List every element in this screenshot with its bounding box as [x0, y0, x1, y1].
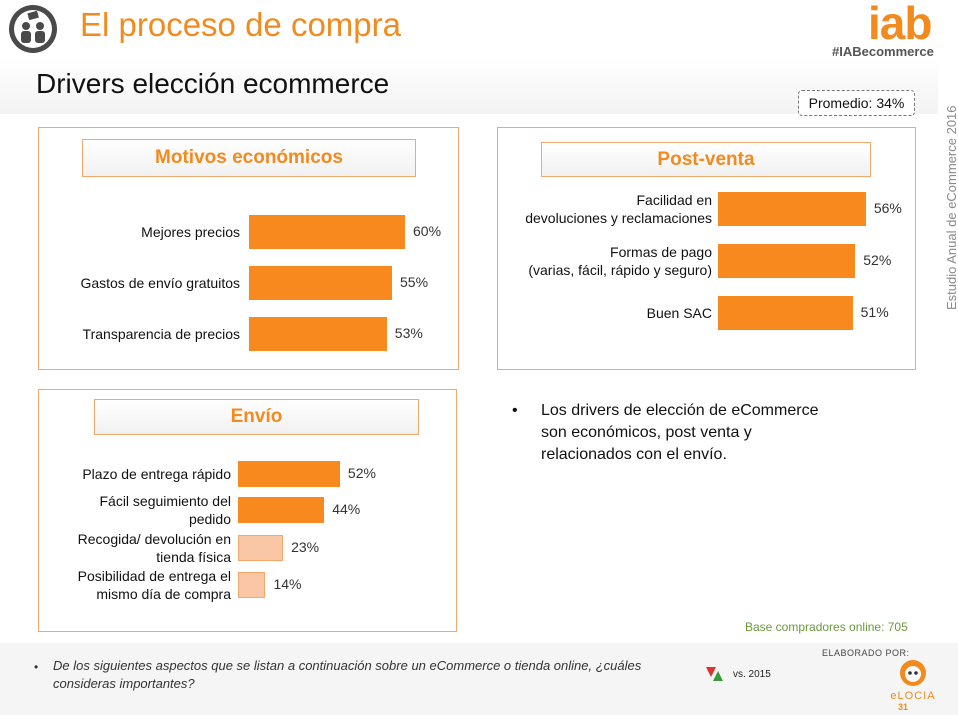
category-label: Buen SAC — [646, 305, 712, 321]
bar — [249, 266, 392, 300]
subtitle-band — [0, 57, 938, 114]
survey-question: De los siguientes aspectos que se listan… — [53, 658, 642, 691]
elocia-logo-icon — [900, 660, 926, 686]
bar — [249, 317, 387, 351]
category-label: Formas de pago (varias, fácil, rápido y … — [528, 244, 712, 278]
average-badge: Promedio: 34% — [798, 90, 915, 116]
bar — [718, 192, 866, 226]
iab-logo: iab — [868, 0, 932, 49]
bar — [249, 215, 405, 249]
value-label: 23% — [291, 539, 320, 555]
base-note: Base compradores online: 705 — [745, 620, 908, 634]
bar — [238, 497, 325, 523]
bar — [238, 461, 340, 487]
question-bullet: • — [34, 660, 39, 674]
bullet-dot: • — [512, 402, 518, 419]
bar — [238, 572, 266, 598]
value-label: 14% — [273, 576, 302, 592]
category-label: Facilidad en devoluciones y reclamacione… — [525, 192, 712, 226]
bar — [238, 535, 284, 561]
bar — [718, 296, 853, 330]
elaborado-label: ELABORADO POR: — [822, 648, 910, 658]
panel-title-envio: Envío — [94, 399, 419, 435]
value-label: 56% — [873, 200, 902, 216]
value-label: 44% — [332, 501, 361, 517]
page-title: El proceso de compra — [80, 6, 401, 43]
shopping-people-icon — [9, 5, 57, 53]
summary-bullet: Los drivers de elección de eCommerce son… — [541, 402, 819, 463]
panel-title-motivos: Motivos económicos — [82, 139, 416, 177]
trend-triangles-icon — [706, 667, 723, 681]
panel-title-post-venta: Post-venta — [541, 142, 871, 177]
bar — [718, 244, 856, 278]
page-number: 31 — [898, 702, 909, 712]
hashtag: #IABecommerce — [832, 44, 934, 59]
category-label: Mejores precios — [141, 224, 240, 240]
vs-legend: vs. 2015 — [733, 669, 771, 680]
category-label: Plazo de entrega rápido — [82, 466, 231, 482]
side-label: Estudio Anual de eCommerce 2016 — [944, 105, 958, 310]
category-label: Posibilidad de entrega el mismo día de c… — [77, 568, 231, 602]
footer-bar — [0, 643, 958, 715]
elocia-wordmark: eLOCIA — [890, 690, 936, 702]
value-label: 60% — [413, 223, 442, 239]
category-label: Fácil seguimiento del pedido — [99, 493, 231, 527]
category-label: Recogida/ devolución en tienda física — [77, 531, 231, 565]
value-label: 55% — [400, 274, 429, 290]
value-label: 51% — [860, 304, 889, 320]
value-label: 53% — [394, 325, 423, 341]
category-label: Transparencia de precios — [82, 326, 240, 342]
value-label: 52% — [863, 252, 892, 268]
section-subtitle: Drivers elección ecommerce — [36, 68, 390, 99]
category-label: Gastos de envío gratuitos — [80, 275, 240, 291]
value-label: 52% — [347, 465, 376, 481]
